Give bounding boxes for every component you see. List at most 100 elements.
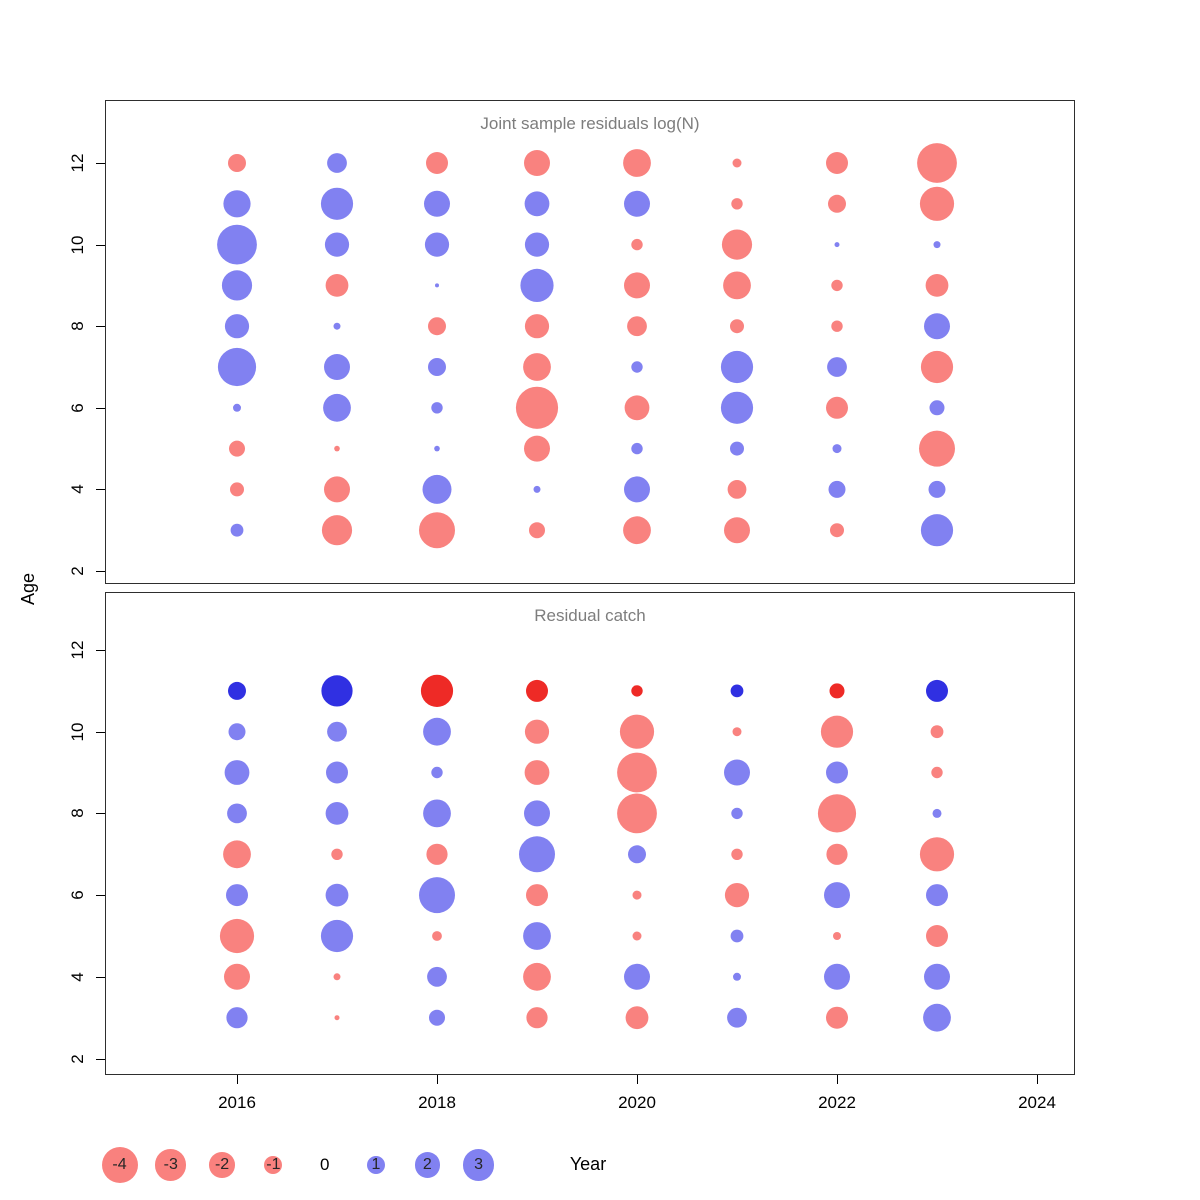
panel-title-joint-sample-residuals: Joint sample residuals log(N) bbox=[480, 114, 700, 133]
bubble-2022-age7 bbox=[826, 843, 848, 865]
bubble-2020-age4 bbox=[624, 476, 650, 503]
bubble-2017-age3 bbox=[321, 515, 353, 546]
bubble-2022-age3 bbox=[830, 523, 844, 538]
bubble-2021-age12 bbox=[732, 158, 742, 168]
bubble-2022-age10 bbox=[820, 715, 854, 748]
bubble-2022-age9 bbox=[826, 761, 848, 784]
y-tick-label-4-panel1: 4 bbox=[68, 972, 87, 982]
y-tick-label-12-panel0: 12 bbox=[68, 153, 87, 173]
bubble-2022-age12 bbox=[826, 152, 848, 174]
bubble-2016-age7 bbox=[217, 347, 257, 387]
bubble-2020-age7 bbox=[631, 361, 643, 373]
y-tick-4-panel0 bbox=[96, 489, 105, 491]
bubble-2020-age11 bbox=[624, 190, 650, 217]
bubble-2023-age9 bbox=[925, 274, 949, 297]
bubble-2016-age7 bbox=[223, 840, 251, 869]
y-tick-10-panel1 bbox=[96, 731, 105, 733]
bubble-2021-age5 bbox=[730, 441, 744, 456]
y-tick-6-panel1 bbox=[96, 895, 105, 897]
bubble-2022-age6 bbox=[824, 882, 850, 909]
bubble-2018-age7 bbox=[428, 358, 446, 376]
bubble-2016-age10 bbox=[228, 723, 246, 741]
x-tick-label-2022: 2022 bbox=[818, 1093, 856, 1112]
bubble-2022-age9 bbox=[831, 279, 843, 292]
bubble-2018-age3 bbox=[429, 1009, 445, 1026]
bubble-2021-age9 bbox=[724, 759, 750, 786]
bubble-2019-age8 bbox=[524, 800, 550, 827]
bubble-2021-age8 bbox=[730, 319, 744, 334]
bubble-2021-age4 bbox=[733, 972, 741, 981]
bubble-2018-age10 bbox=[424, 232, 450, 257]
bubble-2023-age11 bbox=[926, 679, 948, 702]
bubble-2017-age8 bbox=[325, 802, 349, 825]
bubble-2019-age4 bbox=[533, 485, 541, 493]
bubble-2021-age10 bbox=[721, 229, 753, 260]
bubble-2023-age4 bbox=[924, 963, 950, 990]
x-tick-label-2024: 2024 bbox=[1018, 1093, 1056, 1112]
bubble-2018-age10 bbox=[423, 717, 451, 746]
bubble-2019-age8 bbox=[524, 314, 550, 339]
bubble-2021-age6 bbox=[720, 391, 754, 424]
bubble-2018-age11 bbox=[420, 674, 454, 707]
bubble-2020-age7 bbox=[628, 845, 646, 864]
bubble-2020-age8 bbox=[617, 793, 657, 834]
bubble-2022-age7 bbox=[827, 357, 847, 377]
bubble-2020-age6 bbox=[632, 890, 642, 900]
legend-bubble-3: 3 bbox=[463, 1149, 495, 1181]
bubble-2018-age12 bbox=[426, 152, 448, 174]
bubble-2019-age5 bbox=[523, 922, 551, 950]
bubble-2022-age10 bbox=[834, 242, 840, 248]
bubble-2023-age5 bbox=[926, 925, 948, 947]
y-tick-label-12-panel1: 12 bbox=[68, 640, 87, 660]
legend-bubble--4: -4 bbox=[101, 1147, 138, 1183]
bubble-2018-age6 bbox=[431, 402, 443, 414]
bubble-2016-age4 bbox=[230, 482, 244, 497]
x-tick-2022 bbox=[837, 1075, 838, 1084]
bubble-2020-age9 bbox=[617, 752, 657, 793]
y-axis-label: Age bbox=[18, 572, 38, 606]
bubble-2018-age3 bbox=[419, 512, 455, 549]
bubble-2020-age10 bbox=[631, 238, 643, 251]
bubble-2023-age3 bbox=[920, 514, 954, 547]
y-tick-2-panel0 bbox=[96, 571, 105, 572]
bubble-2020-age12 bbox=[623, 149, 651, 177]
bubble-2023-age12 bbox=[917, 143, 957, 183]
bubble-2020-age6 bbox=[624, 395, 650, 421]
bubble-2019-age11 bbox=[524, 191, 550, 217]
bubble-2021-age4 bbox=[727, 480, 747, 499]
bubble-2016-age8 bbox=[227, 803, 247, 824]
bubble-2020-age10 bbox=[619, 714, 655, 749]
bubble-2016-age3 bbox=[230, 523, 244, 537]
bubble-2019-age9 bbox=[524, 760, 550, 785]
bubble-2022-age5 bbox=[832, 444, 842, 454]
bubble-2020-age8 bbox=[627, 316, 647, 337]
x-tick-2020 bbox=[637, 1075, 638, 1084]
bubble-2016-age8 bbox=[224, 314, 250, 339]
bubble-2017-age11 bbox=[321, 675, 353, 707]
bubble-2023-age5 bbox=[919, 430, 955, 467]
legend-bubble-1: 1 bbox=[367, 1156, 385, 1174]
bubble-2022-age8 bbox=[831, 320, 843, 332]
bubble-2022-age6 bbox=[826, 396, 848, 419]
bubble-2019-age6 bbox=[526, 884, 548, 907]
bubble-2018-age6 bbox=[419, 877, 455, 914]
bubble-2016-age10 bbox=[217, 224, 257, 265]
bubble-2017-age5 bbox=[334, 445, 340, 452]
panel-residual-catch: Residual catch bbox=[105, 592, 1075, 1075]
y-tick-12-panel1 bbox=[96, 650, 105, 651]
y-tick-4-panel1 bbox=[96, 976, 105, 978]
x-tick-label-2020: 2020 bbox=[618, 1093, 656, 1112]
bubble-2019-age10 bbox=[524, 232, 550, 257]
y-tick-label-8-panel0: 8 bbox=[68, 321, 87, 331]
x-axis-label: Year bbox=[569, 1154, 607, 1174]
bubble-2018-age7 bbox=[426, 843, 448, 865]
y-tick-2-panel1 bbox=[96, 1058, 105, 1060]
bubble-2019-age10 bbox=[524, 719, 550, 744]
bubble-2021-age6 bbox=[724, 883, 750, 908]
bubble-2019-age3 bbox=[526, 1007, 548, 1029]
y-tick-10-panel0 bbox=[96, 244, 105, 246]
bubble-2021-age5 bbox=[730, 929, 744, 943]
bubble-2019-age7 bbox=[519, 836, 555, 873]
y-tick-label-2-panel0: 2 bbox=[68, 566, 87, 576]
